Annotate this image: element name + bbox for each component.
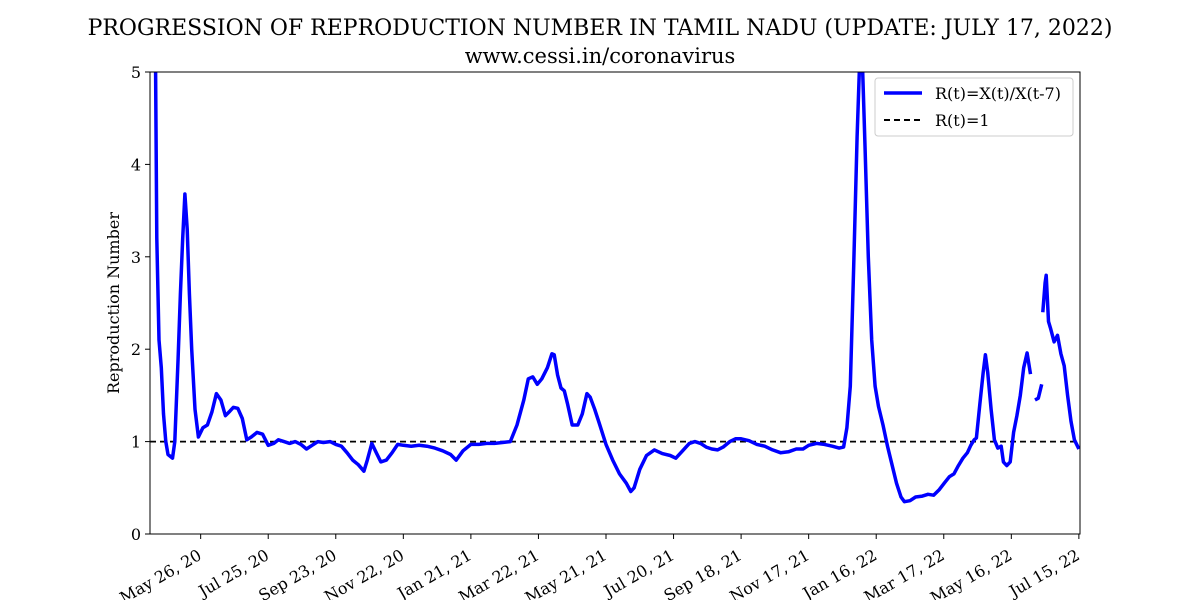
legend-label-threshold: R(t)=1 [935, 111, 990, 130]
chart-subtitle: www.cessi.in/coronavirus [464, 44, 736, 68]
x-tick-label: Jul 15, 22 [1004, 545, 1083, 600]
x-tick-label: May 26, 20 [116, 545, 204, 600]
y-tick-label: 2 [131, 340, 141, 359]
series-line-rt-segment-2 [1034, 383, 1044, 402]
y-axis-label: Reproduction Number [104, 212, 123, 394]
plot-frame [149, 71, 1081, 535]
y-tick-label: 1 [131, 433, 141, 452]
chart-title: PROGRESSION OF REPRODUCTION NUMBER IN TA… [87, 16, 1113, 41]
series-line-rt-segment-3 [1041, 273, 1080, 450]
legend: R(t)=X(t)/X(t-7) R(t)=1 [874, 77, 1074, 137]
legend-label-rt: R(t)=X(t)/X(t-7) [935, 84, 1061, 103]
y-tick-label: 5 [131, 63, 141, 82]
y-tick-label: 0 [131, 525, 141, 544]
legend-box [874, 77, 1074, 137]
y-tick-label: 3 [131, 248, 141, 267]
y-tick-label: 4 [131, 155, 141, 174]
series-line-rt-segment-1 [153, 72, 1033, 504]
